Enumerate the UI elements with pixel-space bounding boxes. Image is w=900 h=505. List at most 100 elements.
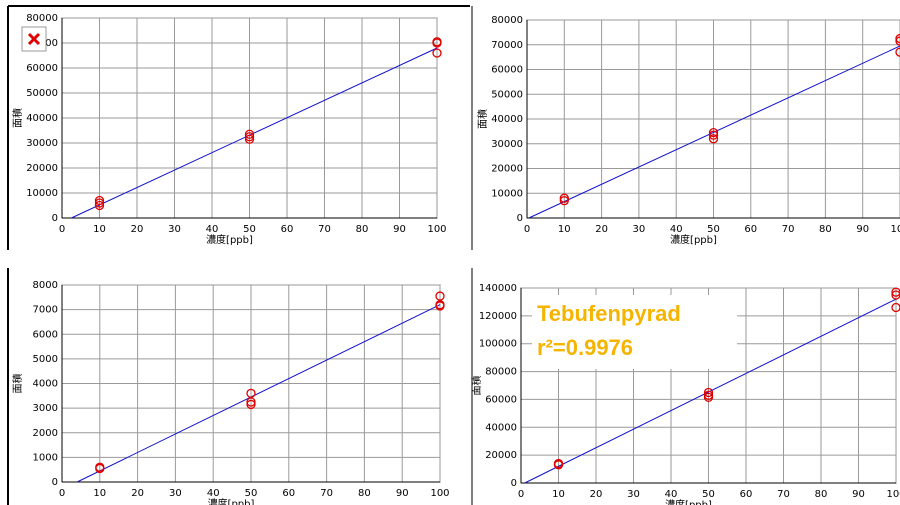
y-axis-label: 面積 [11, 374, 24, 394]
y-tick-label: 3000 [33, 403, 58, 414]
x-tick-label: 50 [702, 489, 715, 500]
annotation: r²=0.9976 [537, 335, 633, 360]
data-point [895, 47, 900, 57]
x-tick-label: 30 [169, 488, 182, 499]
x-tick-label: 10 [552, 489, 565, 500]
y-axis-label: 面積 [476, 109, 489, 129]
x-tick-label: 80 [356, 224, 369, 235]
y-tick-label: 50000 [26, 88, 58, 99]
y-tick-label: 0 [52, 477, 58, 488]
x-tick-label: 20 [590, 489, 603, 500]
y-tick-label: 10000 [491, 188, 523, 199]
x-tick-label: 70 [782, 224, 795, 235]
x-tick-label: 70 [320, 488, 333, 499]
data-point [895, 33, 900, 44]
y-tick-label: 10000 [26, 188, 58, 199]
data-point [708, 127, 719, 138]
x-tick-label: 100 [886, 489, 900, 500]
x-tick-label: 30 [627, 489, 640, 500]
y-tick-label: 60000 [485, 394, 517, 405]
y-tick-label: 5000 [33, 354, 58, 365]
data-point [559, 196, 569, 206]
y-tick-label: 70000 [491, 40, 523, 51]
x-tick-label: 50 [243, 224, 256, 235]
x-tick-label: 90 [856, 224, 869, 235]
x-axis-label: 濃度[ppb] [670, 233, 717, 246]
x-tick-label: 40 [206, 224, 219, 235]
x-tick-label: 60 [744, 224, 757, 235]
icon-cross [27, 32, 41, 46]
annotation-box [532, 295, 737, 369]
x-axis-label: 濃度[ppb] [206, 233, 253, 246]
y-tick-label: 100000 [479, 339, 517, 350]
y-tick-label: 80000 [485, 367, 517, 378]
data-point [94, 195, 105, 206]
x-tick-label: 40 [207, 488, 220, 499]
y-tick-label: 20000 [485, 450, 517, 461]
broken-image-icon [21, 26, 47, 52]
y-axis-label: 面積 [470, 376, 483, 396]
x-tick-label: 40 [665, 489, 678, 500]
y-tick-label: 0 [52, 213, 58, 224]
data-point [703, 392, 714, 402]
data-point [553, 460, 564, 470]
x-tick-label: 90 [393, 224, 406, 235]
x-tick-label: 20 [131, 224, 144, 235]
annotation: Tebufenpyrad [537, 301, 681, 326]
y-tick-label: 50000 [491, 89, 523, 100]
x-tick-label: 0 [59, 488, 65, 499]
x-tick-label: 100 [890, 224, 900, 235]
x-tick-label: 50 [245, 488, 258, 499]
x-tick-label: 0 [518, 489, 524, 500]
data-point [891, 287, 900, 297]
data-point [895, 36, 900, 46]
x-tick-label: 60 [740, 489, 753, 500]
x-tick-label: 80 [819, 224, 832, 235]
x-axis-label: 濃度[ppb] [665, 498, 712, 505]
data-point [435, 301, 445, 311]
data-point [703, 387, 714, 398]
y-tick-label: 30000 [26, 138, 58, 149]
y-tick-label: 0 [511, 478, 517, 489]
y-tick-label: 120000 [479, 311, 517, 322]
x-tick-label: 0 [524, 224, 530, 235]
x-tick-label: 20 [595, 224, 608, 235]
x-tick-label: 80 [815, 489, 828, 500]
x-tick-label: 10 [93, 224, 106, 235]
y-tick-label: 80000 [26, 13, 58, 24]
x-tick-label: 80 [358, 488, 371, 499]
y-tick-label: 2000 [33, 428, 58, 439]
y-tick-label: 60000 [26, 63, 58, 74]
data-point [246, 399, 256, 410]
y-tick-label: 7000 [33, 305, 58, 316]
y-tick-label: 60000 [491, 65, 523, 76]
x-tick-label: 10 [558, 224, 571, 235]
y-tick-label: 0 [517, 213, 523, 224]
data-point [708, 134, 719, 144]
data-point [246, 397, 256, 407]
data-point [95, 463, 105, 474]
y-tick-label: 6000 [33, 329, 58, 340]
data-point [244, 134, 255, 144]
x-tick-label: 0 [59, 224, 65, 235]
data-point [94, 198, 105, 208]
x-tick-label: 40 [670, 224, 683, 235]
y-tick-label: 140000 [479, 283, 517, 294]
data-point [708, 130, 719, 140]
x-tick-label: 60 [281, 224, 294, 235]
charts: 0 10 20 30 40 50 60 70 80 90 100010000200003000040… [11, 13, 900, 505]
y-tick-label: 1000 [33, 452, 58, 463]
x-axis-label: 濃度[ppb] [208, 497, 255, 505]
fit-line [76, 304, 441, 483]
y-tick-label: 80000 [491, 15, 523, 26]
data-point [94, 200, 105, 211]
x-tick-label: 60 [282, 488, 295, 499]
fit-line [528, 45, 900, 219]
data-point [559, 193, 569, 203]
x-tick-label: 90 [396, 488, 409, 499]
y-tick-label: 40000 [26, 113, 58, 124]
y-tick-label: 20000 [26, 163, 58, 174]
x-tick-label: 90 [852, 489, 865, 500]
data-point [432, 48, 442, 58]
